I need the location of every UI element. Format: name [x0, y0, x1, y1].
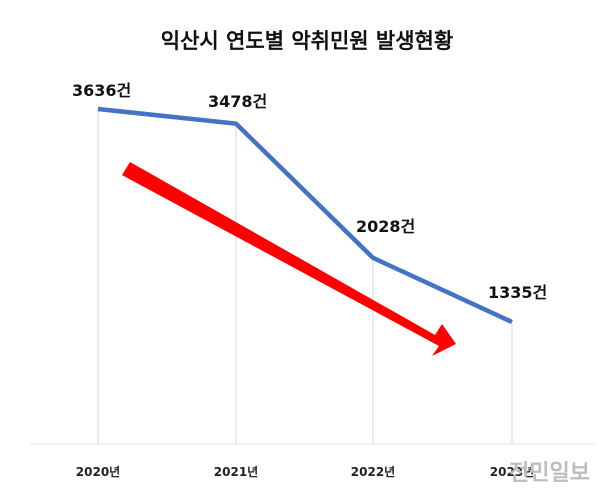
data-label: 1335건: [488, 283, 547, 302]
data-label: 3478건: [208, 92, 267, 111]
x-tick-label: 2020년: [76, 465, 120, 479]
watermark: 전민일보: [509, 461, 590, 486]
trend-arrow-shape: [122, 162, 456, 356]
data-labels: 3636건 3478건 2028건 1335건: [72, 81, 547, 302]
trend-arrow: [122, 162, 456, 356]
grid-lines: [97, 109, 513, 444]
series-line: [97, 106, 513, 325]
x-tick-label: 2023년: [490, 465, 534, 479]
data-label: 3636건: [72, 81, 131, 100]
x-tick-label: 2022년: [351, 465, 395, 479]
data-label: 2028건: [356, 217, 415, 236]
chart-title: 익산시 연도별 악취민원 발생현황: [161, 29, 453, 53]
x-tick-label: 2021년: [214, 465, 258, 479]
x-tick-labels: 2020년 2021년 2022년 2023년: [76, 465, 534, 479]
